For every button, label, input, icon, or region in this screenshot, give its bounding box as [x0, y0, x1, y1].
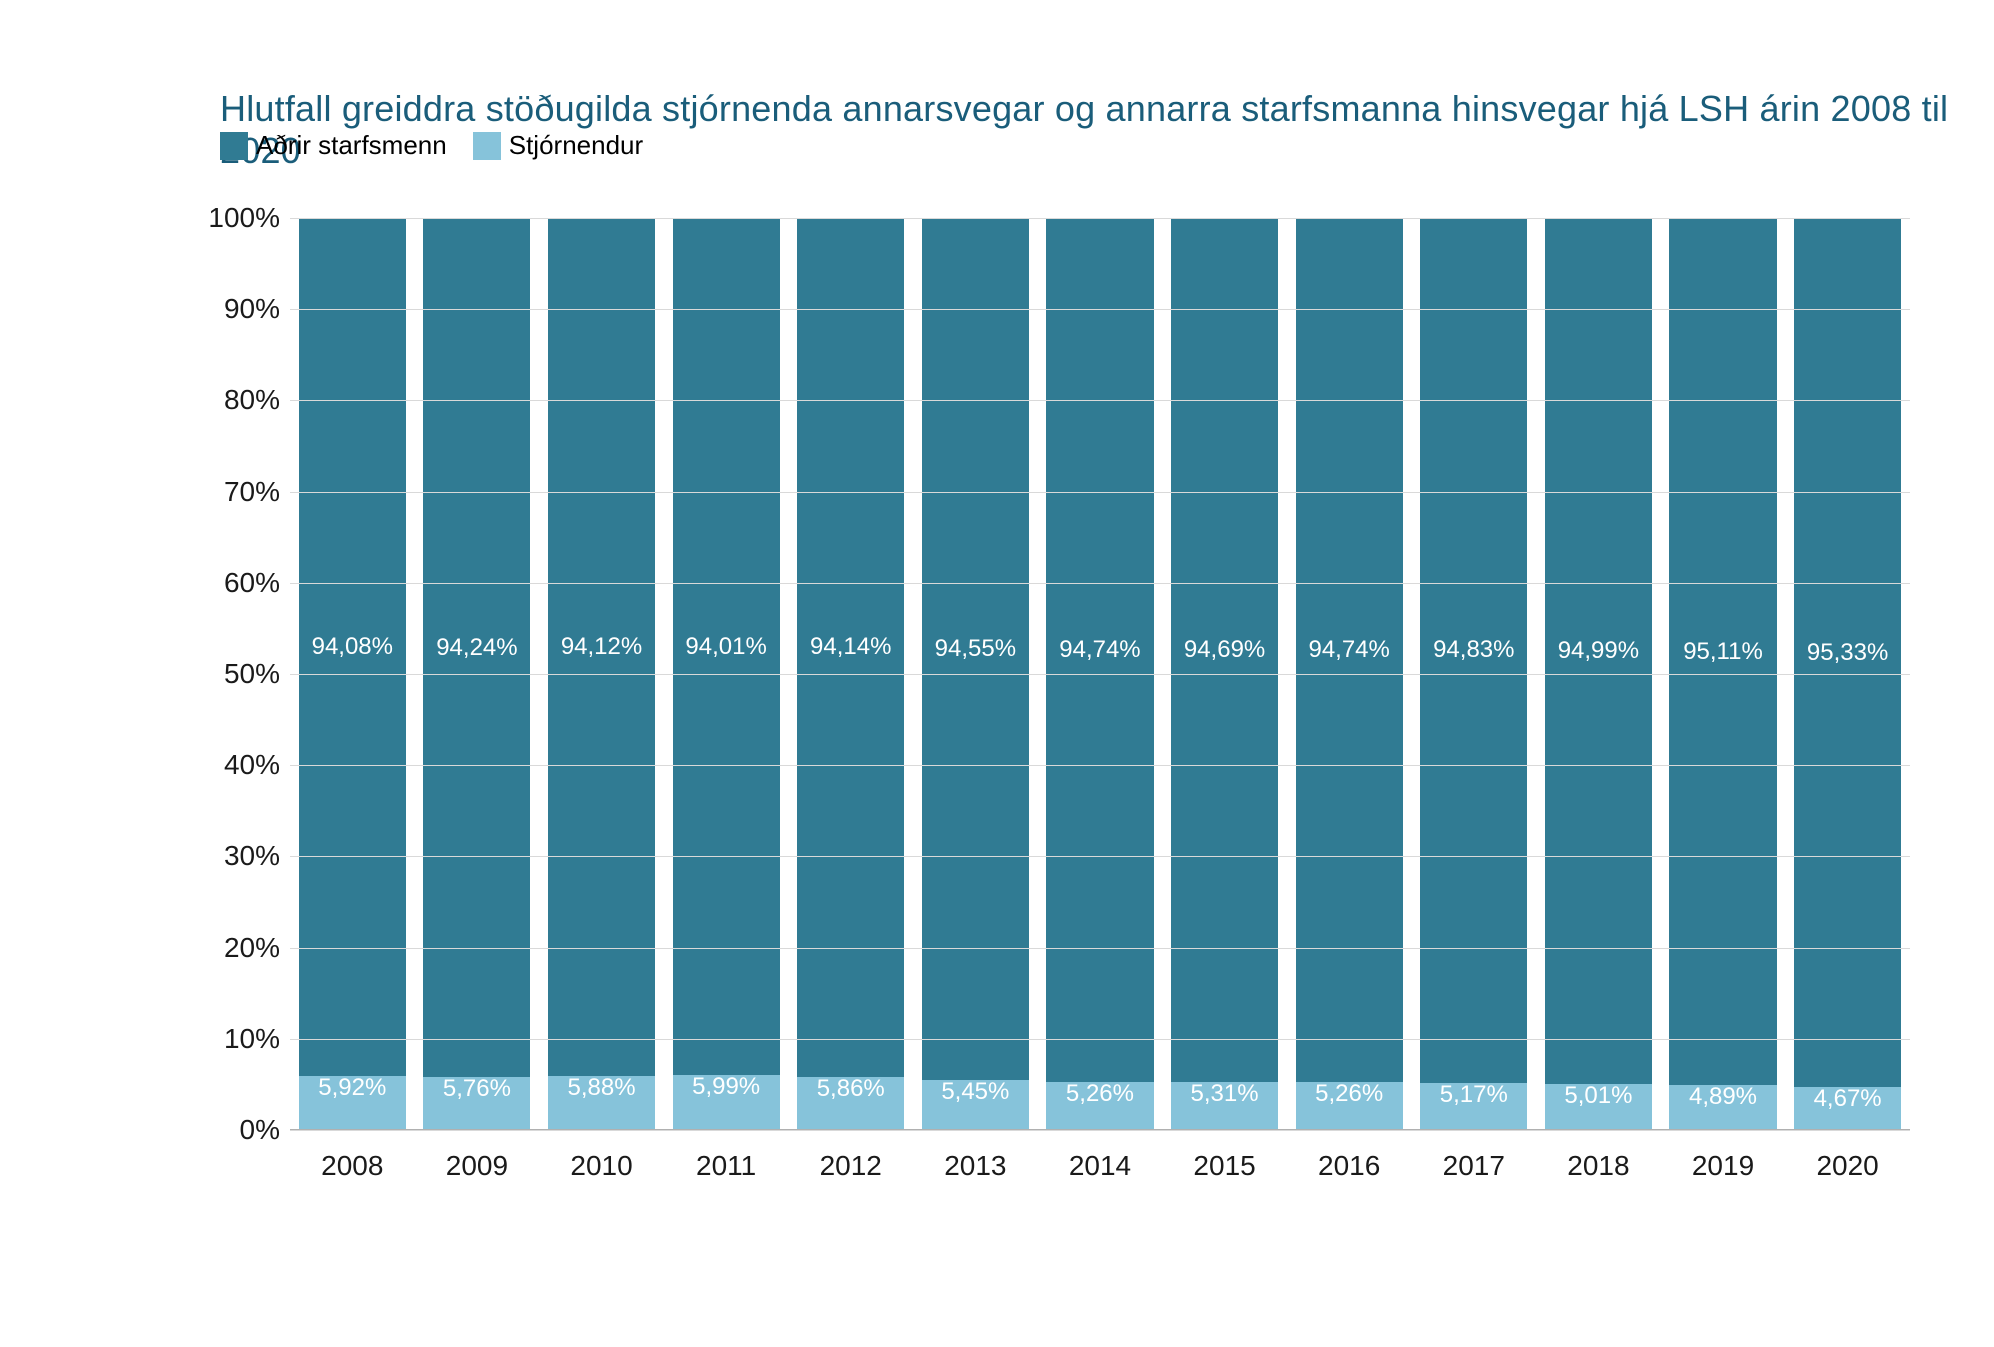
bar-segment-stjorn: 5,26%: [1046, 1082, 1153, 1130]
bar-segment-stjorn: 5,92%: [299, 1076, 406, 1130]
bar-segment-label: 94,99%: [1558, 637, 1639, 665]
plot-area: 5,92% 94,08% 5,76% 94,24% 5,88% 94,12% 5,99% 94…: [290, 218, 1910, 1130]
bar-segment-stjorn: 5,45%: [922, 1080, 1029, 1130]
bar-segment-label: 94,14%: [810, 633, 891, 661]
bar-segment-adrir: 94,74%: [1296, 218, 1403, 1082]
gridline: [290, 583, 1910, 584]
legend-item-adrir: Aðrir starfsmenn: [220, 130, 447, 161]
bar-segment-label: 94,08%: [312, 633, 393, 661]
bar-segment-stjorn: 5,88%: [548, 1076, 655, 1130]
bar-segment-label: 4,89%: [1689, 1083, 1757, 1111]
bar-segment-label: 5,26%: [1315, 1080, 1383, 1108]
x-tick-label: 2008: [290, 1150, 415, 1182]
bar-segment-label: 94,12%: [561, 633, 642, 661]
gridline: [290, 309, 1910, 310]
bar-segment-stjorn: 4,67%: [1794, 1087, 1901, 1130]
gridline: [290, 1039, 1910, 1040]
bar-segment-stjorn: 4,89%: [1669, 1085, 1776, 1130]
bar-segment-label: 94,83%: [1433, 636, 1514, 664]
x-tick-label: 2011: [664, 1150, 789, 1182]
bar-segment-stjorn: 5,17%: [1420, 1083, 1527, 1130]
y-axis: 0%10%20%30%40%50%60%70%80%90%100%: [180, 218, 280, 1130]
bar-segment-adrir: 94,83%: [1420, 218, 1527, 1083]
bar-segment-label: 95,11%: [1683, 638, 1763, 666]
legend: Aðrir starfsmenn Stjórnendur: [220, 130, 643, 161]
legend-label-adrir: Aðrir starfsmenn: [256, 130, 447, 161]
bar-segment-label: 94,74%: [1059, 636, 1140, 664]
legend-label-stjorn: Stjórnendur: [509, 130, 643, 161]
bar-segment-stjorn: 5,76%: [423, 1077, 530, 1130]
bar-segment-label: 5,45%: [941, 1078, 1009, 1106]
bar-segment-label: 5,88%: [567, 1074, 635, 1102]
y-tick-label: 90%: [180, 293, 280, 325]
axis-baseline: [290, 1129, 1910, 1130]
y-tick-label: 40%: [180, 749, 280, 781]
bar-segment-label: 94,24%: [436, 634, 517, 662]
legend-swatch-adrir: [220, 132, 248, 160]
bar-segment-stjorn: 5,99%: [673, 1075, 780, 1130]
bar-segment-adrir: 94,99%: [1545, 218, 1652, 1084]
bar-segment-label: 5,26%: [1066, 1080, 1134, 1108]
gridline: [290, 948, 1910, 949]
gridline: [290, 218, 1910, 219]
x-axis: 2008200920102011201220132014201520162017…: [290, 1150, 1910, 1182]
gridline: [290, 1130, 1910, 1131]
bar-segment-adrir: 95,11%: [1669, 218, 1776, 1085]
y-tick-label: 50%: [180, 658, 280, 690]
chart-canvas: Hlutfall greiddra stöðugilda stjórnenda …: [0, 0, 1994, 1347]
legend-item-stjorn: Stjórnendur: [473, 130, 643, 161]
bar-segment-label: 4,67%: [1814, 1085, 1882, 1113]
bar-segment-label: 5,76%: [443, 1075, 511, 1103]
x-tick-label: 2009: [415, 1150, 540, 1182]
x-tick-label: 2020: [1785, 1150, 1910, 1182]
bar-segment-adrir: 94,55%: [922, 218, 1029, 1080]
bar-segment-adrir: 95,33%: [1794, 218, 1901, 1087]
gridline: [290, 492, 1910, 493]
gridline: [290, 765, 1910, 766]
bar-segment-label: 94,55%: [935, 635, 1016, 663]
y-tick-label: 10%: [180, 1023, 280, 1055]
bar-segment-adrir: 94,69%: [1171, 218, 1278, 1082]
y-tick-label: 70%: [180, 476, 280, 508]
x-tick-label: 2010: [539, 1150, 664, 1182]
gridline: [290, 400, 1910, 401]
y-tick-label: 20%: [180, 932, 280, 964]
bar-segment-label: 5,92%: [318, 1074, 386, 1102]
y-tick-label: 60%: [180, 567, 280, 599]
x-tick-label: 2013: [913, 1150, 1038, 1182]
x-tick-label: 2012: [788, 1150, 913, 1182]
x-tick-label: 2019: [1661, 1150, 1786, 1182]
bar-segment-label: 94,01%: [685, 633, 766, 661]
x-tick-label: 2017: [1411, 1150, 1536, 1182]
bar-segment-label: 94,74%: [1308, 636, 1389, 664]
y-tick-label: 100%: [180, 202, 280, 234]
gridline: [290, 674, 1910, 675]
y-tick-label: 80%: [180, 384, 280, 416]
bar-segment-label: 5,17%: [1440, 1081, 1508, 1109]
y-tick-label: 0%: [180, 1114, 280, 1146]
bar-segment-stjorn: 5,26%: [1296, 1082, 1403, 1130]
x-tick-label: 2016: [1287, 1150, 1412, 1182]
bar-segment-stjorn: 5,31%: [1171, 1082, 1278, 1130]
gridline: [290, 856, 1910, 857]
bar-segment-label: 5,31%: [1191, 1080, 1259, 1108]
legend-swatch-stjorn: [473, 132, 501, 160]
x-tick-label: 2018: [1536, 1150, 1661, 1182]
bar-segment-stjorn: 5,86%: [797, 1077, 904, 1130]
bar-segment-label: 5,86%: [817, 1075, 885, 1103]
bar-segment-stjorn: 5,01%: [1545, 1084, 1652, 1130]
bar-segment-adrir: 94,74%: [1046, 218, 1153, 1082]
bar-segment-label: 5,99%: [692, 1073, 760, 1101]
x-tick-label: 2015: [1162, 1150, 1287, 1182]
bar-segment-label: 95,33%: [1807, 639, 1888, 667]
x-tick-label: 2014: [1038, 1150, 1163, 1182]
bar-segment-label: 94,69%: [1184, 636, 1265, 664]
bar-segment-label: 5,01%: [1564, 1082, 1632, 1110]
y-tick-label: 30%: [180, 840, 280, 872]
